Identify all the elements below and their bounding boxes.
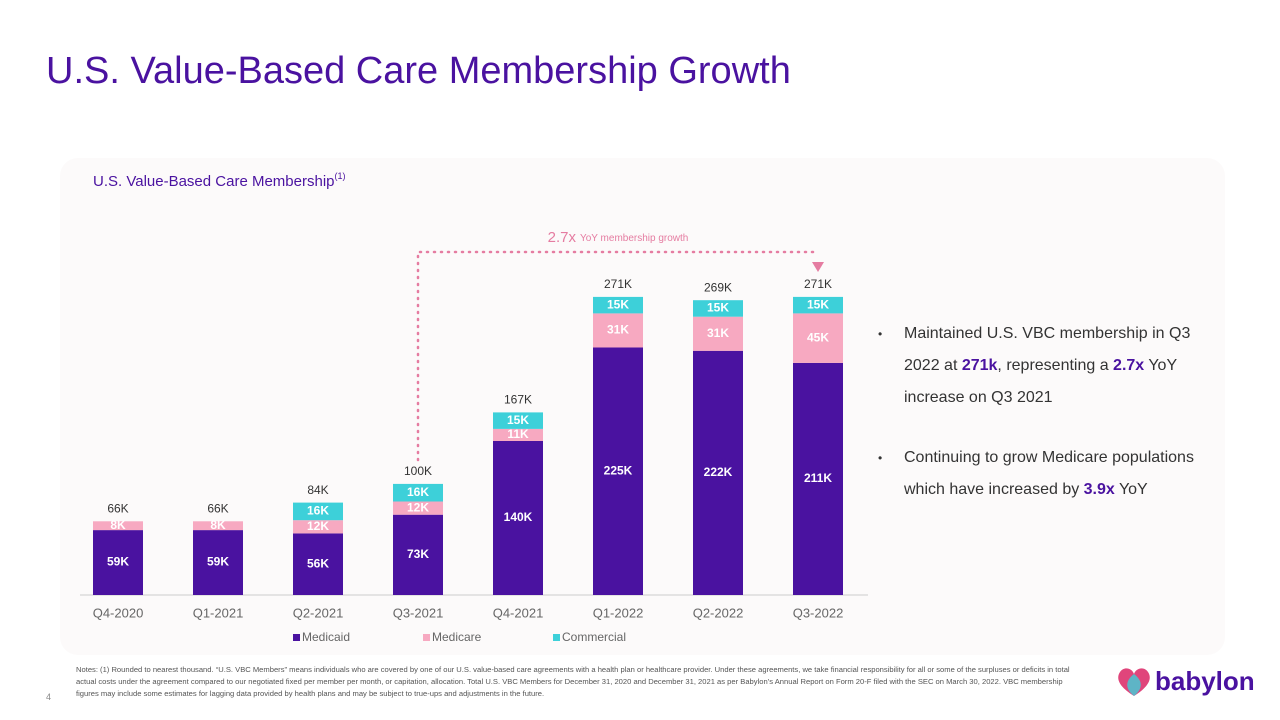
bar-segment bbox=[593, 313, 643, 348]
segment-label: 56K bbox=[307, 556, 329, 570]
segment-label: 15K bbox=[607, 297, 629, 311]
bar-segment bbox=[493, 428, 543, 441]
x-tick-label: Q1-2022 bbox=[593, 605, 644, 620]
bullet-text: , representing a bbox=[997, 357, 1114, 374]
segment-label: 15K bbox=[707, 301, 729, 315]
total-label: 66K bbox=[107, 501, 128, 515]
bar-segment bbox=[693, 350, 743, 595]
bullet-bold: 271k bbox=[961, 357, 998, 374]
segment-label: 16K bbox=[407, 485, 429, 499]
footnote: Notes: (1) Rounded to nearest thousand. … bbox=[76, 665, 1070, 698]
segment-label: 45K bbox=[807, 330, 829, 344]
logo-heart bbox=[1118, 668, 1150, 696]
bar-segment bbox=[193, 530, 243, 595]
segment-label: 15K bbox=[507, 413, 529, 427]
growth-multiple: 2.7x bbox=[548, 229, 577, 246]
bar-segment bbox=[293, 533, 343, 595]
legend-label: Medicaid bbox=[302, 630, 350, 644]
segment-label: 11K bbox=[507, 427, 529, 441]
legend-swatch bbox=[423, 634, 430, 641]
bar-segment bbox=[693, 316, 743, 351]
bar-segment bbox=[293, 502, 343, 521]
bullet: Continuing to grow Medicare populations … bbox=[878, 442, 1228, 506]
segment-label: 59K bbox=[107, 555, 129, 569]
bar-segment bbox=[93, 521, 143, 531]
x-tick-label: Q2-2021 bbox=[293, 605, 344, 620]
bar-segment bbox=[493, 441, 543, 595]
total-label: 84K bbox=[307, 483, 328, 497]
bullets: Maintained U.S. VBC membership in Q3 202… bbox=[878, 318, 1228, 534]
total-label: 271K bbox=[604, 277, 632, 291]
x-tick-label: Q4-2021 bbox=[493, 605, 544, 620]
chart-title: U.S. Value-Based Care Membership(1) bbox=[93, 171, 346, 190]
segment-label: 12K bbox=[307, 519, 329, 533]
bar-segment bbox=[793, 296, 843, 314]
bar-segment bbox=[393, 483, 443, 502]
legend-swatch bbox=[553, 634, 560, 641]
bullet-bold: 2.7x bbox=[1113, 357, 1145, 374]
total-label: 167K bbox=[504, 393, 532, 407]
bar-segment bbox=[593, 296, 643, 314]
logo: babylon bbox=[1155, 666, 1255, 696]
total-label: 269K bbox=[704, 280, 732, 294]
chart-title-superscript: (1) bbox=[335, 171, 346, 181]
bar-segment bbox=[793, 313, 843, 363]
bar-segment bbox=[93, 530, 143, 595]
segment-label: 222K bbox=[704, 465, 733, 479]
total-label: 271K bbox=[804, 277, 832, 291]
total-label: 100K bbox=[404, 464, 432, 478]
growth-annotation: 2.7x YoY membership growth bbox=[548, 229, 689, 246]
slide-title: U.S. Value-Based Care Membership Growth bbox=[46, 50, 791, 92]
x-tick-label: Q3-2021 bbox=[393, 605, 444, 620]
bar-segment bbox=[593, 347, 643, 595]
segment-label: 12K bbox=[407, 500, 429, 514]
segment-label: 16K bbox=[307, 504, 329, 518]
x-tick-label: Q4-2020 bbox=[93, 605, 144, 620]
bar-segment bbox=[693, 300, 743, 317]
segment-label: 59K bbox=[207, 555, 229, 569]
bar-segment bbox=[493, 412, 543, 429]
bar-segment bbox=[793, 362, 843, 595]
segment-label: 140K bbox=[504, 510, 533, 524]
bar-segment bbox=[393, 501, 443, 515]
segment-label: 8K bbox=[110, 518, 126, 532]
bullet: Maintained U.S. VBC membership in Q3 202… bbox=[878, 318, 1228, 414]
bar-segment bbox=[293, 520, 343, 534]
chart-title-text: U.S. Value-Based Care Membership bbox=[93, 173, 335, 190]
legend-swatch bbox=[293, 634, 300, 641]
segment-label: 8K bbox=[210, 518, 226, 532]
bullet-text: YoY bbox=[1114, 481, 1148, 498]
segment-label: 211K bbox=[804, 471, 832, 485]
growth-arrow bbox=[812, 262, 824, 272]
growth-bracket bbox=[416, 250, 820, 462]
bullet-text: Continuing to grow Medicare populations … bbox=[904, 449, 1194, 498]
bullet-text: YoY increase on Q3 2021 bbox=[904, 357, 1177, 406]
x-tick-label: Q1-2021 bbox=[193, 605, 244, 620]
segment-label: 73K bbox=[407, 547, 429, 561]
segment-label: 225K bbox=[604, 463, 633, 477]
x-tick-label: Q3-2022 bbox=[793, 605, 844, 620]
bar-segment bbox=[193, 521, 243, 531]
segment-label: 31K bbox=[707, 326, 729, 340]
x-tick-label: Q2-2022 bbox=[693, 605, 744, 620]
legend-label: Medicare bbox=[432, 630, 482, 644]
growth-text: YoY membership growth bbox=[580, 233, 688, 244]
bullet-text: Maintained U.S. VBC membership in Q3 202… bbox=[904, 325, 1191, 374]
bullet-bold: 3.9x bbox=[1083, 481, 1115, 498]
legend-label: Commercial bbox=[562, 630, 626, 644]
segment-label: 31K bbox=[607, 323, 629, 337]
bar-segment bbox=[393, 514, 443, 595]
page-number: 4 bbox=[46, 692, 52, 702]
total-label: 66K bbox=[207, 501, 228, 515]
segment-label: 15K bbox=[807, 297, 829, 311]
